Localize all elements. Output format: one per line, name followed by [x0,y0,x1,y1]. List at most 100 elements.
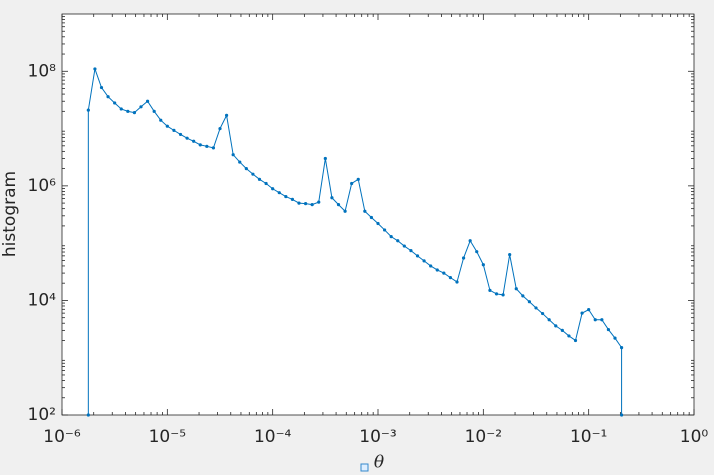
data-point [402,244,406,248]
data-point [192,139,196,143]
data-point [145,99,150,103]
data-point [494,292,499,296]
data-point [435,268,439,272]
x-tick-label: 10⁻¹ [570,427,607,447]
data-point [211,146,216,150]
data-point [86,108,90,112]
data-point [152,109,156,113]
data-point [396,239,400,243]
x-tick-label: 10⁻² [465,427,502,447]
data-point [350,181,354,186]
data-point [468,239,472,243]
data-point [139,105,143,109]
data-point [178,132,183,137]
data-point [587,308,591,312]
x-tick-label: 10⁻⁵ [149,427,186,447]
data-point [475,250,479,254]
data-point [198,143,202,147]
label-icon [360,463,369,472]
data-point [382,228,387,232]
data-point [560,328,564,332]
y-tick-label: 10⁸ [28,61,57,81]
y-tick-label: 10⁶ [28,176,57,196]
data-point [93,67,97,71]
data-point [238,160,242,164]
data-point [501,293,505,297]
data-point [284,194,288,199]
data-point [455,280,459,284]
y-axis-label: histogram [0,171,20,257]
data-point [244,167,248,171]
data-point [310,203,314,207]
data-point [224,113,229,117]
data-point [527,300,532,304]
data-point [448,276,453,280]
data-point [132,111,137,115]
data-point [363,209,367,213]
data-point [619,413,624,417]
data-point [257,177,262,181]
data-point [369,215,374,220]
data-point [573,338,578,343]
data-point [185,136,189,140]
data-point [323,156,327,161]
data-point [113,101,117,105]
data-point [159,118,163,122]
data-point [422,259,426,263]
x-tick-label: 10⁻⁴ [254,427,292,447]
x-tick-label: 10⁰ [680,427,709,447]
data-point [277,191,281,195]
data-point [580,311,584,315]
data-point [409,249,413,253]
data-point [389,235,393,239]
data-point [461,256,466,260]
data-point [514,287,518,291]
data-point [547,318,551,322]
data-point [606,327,611,332]
data-point [119,107,123,111]
data-point [429,264,433,268]
data-point [172,128,176,132]
data-point [376,221,380,226]
data-point [231,153,235,157]
data-point [330,196,334,200]
data-point [593,318,597,322]
data-point [297,201,301,205]
data-point [106,95,110,99]
data-point [481,263,485,267]
x-axis-label: θ [374,453,384,473]
data-point [343,209,347,213]
data-point [534,306,538,310]
axes-box [61,13,695,416]
data-point [488,288,492,292]
data-point [264,181,268,186]
data-point [619,346,624,350]
data-point [415,254,420,258]
x-tick-label: 10⁻⁶ [43,427,81,447]
data-point [86,413,90,417]
data-point [165,124,169,128]
data-point [521,294,525,298]
data-point [251,172,255,176]
x-tick-label: 10⁻³ [359,427,396,447]
data-point [554,324,558,328]
data-point [126,109,130,113]
data-point [303,202,308,206]
data-point [540,311,545,316]
y-tick-label: 10⁴ [28,290,57,310]
data-point [567,334,571,338]
data-point [317,200,321,204]
data-point [356,177,360,181]
data-point [442,271,446,275]
data-point [205,144,209,148]
y-tick-label: 10² [28,405,56,425]
data-point [336,203,341,207]
plot-area [62,14,694,415]
data-point [290,197,295,202]
data-point [508,253,512,257]
data-point [99,85,104,90]
data-point [613,336,617,340]
data-point [218,126,222,131]
data-point [271,187,275,191]
